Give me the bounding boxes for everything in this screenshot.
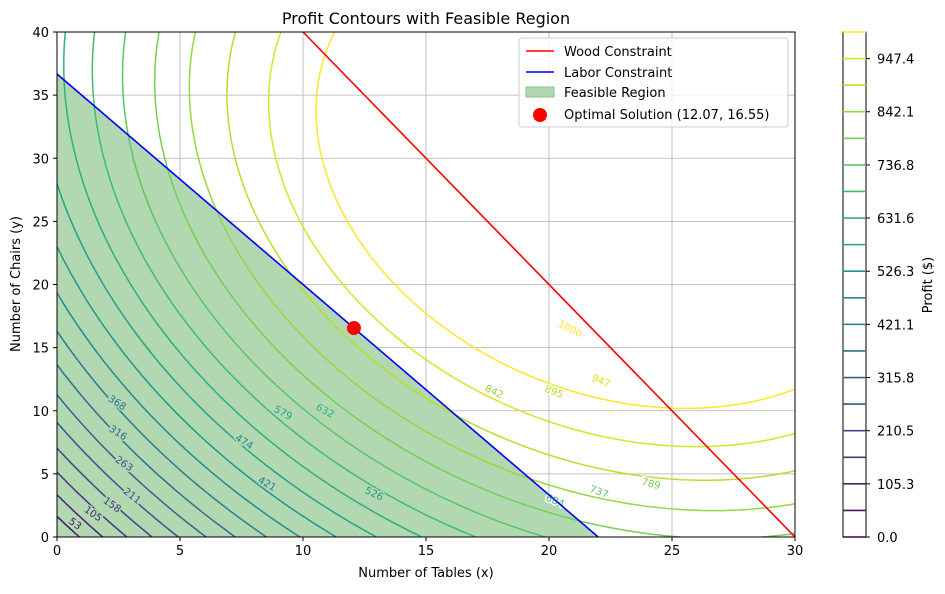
- contour-line: [267, 32, 795, 448]
- contour-line: [57, 471, 128, 537]
- y-tick-label: 15: [32, 342, 49, 357]
- x-axis-ticks: 0 5 10 15 20 25 30: [53, 537, 803, 559]
- y-axis-ticks: 0 5 10 15 20 25 30 35 40: [32, 26, 57, 546]
- colorbar-tick-label: 105.3: [877, 478, 914, 493]
- constraint-line: [302, 32, 795, 537]
- contour-line: [91, 32, 477, 537]
- legend-box: [518, 37, 789, 128]
- y-axis-label: Number of Chairs (y): [9, 216, 24, 352]
- contour-layer: [57, 32, 795, 537]
- contour-label: 947: [590, 373, 612, 390]
- contour-line: [57, 182, 378, 537]
- legend-feasible-label: Feasible Region: [564, 86, 666, 101]
- x-tick-label: 5: [176, 544, 184, 559]
- contour-line: [57, 292, 301, 537]
- colorbar-tick-label: 0.0: [877, 531, 898, 546]
- colorbar-tick-label: 526.3: [877, 265, 914, 280]
- legend-labor-label: Labor Constraint: [564, 66, 672, 81]
- x-tick-label: 30: [787, 544, 804, 559]
- contour-line: [57, 421, 180, 537]
- x-tick-label: 15: [418, 544, 435, 559]
- contour-line: [57, 330, 268, 537]
- y-tick-label: 0: [41, 531, 49, 546]
- contour-label: 1000: [556, 319, 584, 341]
- optimal-layer: [346, 321, 361, 336]
- constraint-lines: [57, 32, 795, 537]
- colorbar-tick-label: 210.5: [877, 425, 914, 440]
- optimal-point: [346, 321, 361, 336]
- x-tick-label: 0: [53, 544, 61, 559]
- colorbar-frame: [842, 31, 867, 538]
- y-tick-label: 40: [32, 26, 49, 41]
- colorbar-tick-label: 315.8: [877, 372, 914, 387]
- x-tick-label: 10: [295, 544, 312, 559]
- legend-feasible-swatch: [525, 86, 555, 98]
- contour-line: [57, 447, 153, 537]
- contour-label: 789: [640, 477, 661, 493]
- legend: Wood Constraint Labor Constraint Feasibl…: [518, 37, 789, 128]
- colorbar-tick-label: 947.4: [877, 53, 914, 68]
- legend-wood-label: Wood Constraint: [564, 45, 672, 60]
- legend-optimal-marker: [533, 108, 547, 122]
- colorbar-tick-label: 631.6: [877, 212, 914, 227]
- x-axis-label: Number of Tables (x): [358, 566, 493, 581]
- y-tick-label: 5: [41, 468, 49, 483]
- x-tick-label: 20: [541, 544, 558, 559]
- contour-line: [121, 32, 546, 537]
- chart-title: Profit Contours with Feasible Region: [282, 9, 570, 28]
- contour-line: [57, 494, 104, 537]
- y-tick-label: 20: [32, 279, 49, 294]
- legend-optimal-label: Optimal Solution (12.07, 16.55): [564, 108, 770, 123]
- contour-label: 895: [543, 384, 565, 401]
- colorbar-tick-label: 421.1: [877, 318, 914, 333]
- y-tick-label: 30: [32, 152, 49, 167]
- x-tick-label: 25: [664, 544, 681, 559]
- colorbar-label: Profit ($): [921, 257, 936, 313]
- contour-line: [57, 245, 338, 537]
- contour-line: [315, 32, 795, 410]
- y-tick-label: 10: [32, 405, 49, 420]
- contour-line: [63, 32, 423, 537]
- contour-line: [188, 32, 795, 512]
- contour-line: [57, 394, 207, 537]
- y-tick-label: 35: [32, 89, 49, 104]
- colorbar: 0.0 105.3 210.5 315.8 421.1 526.3 631.6 736.8 84…: [842, 31, 914, 546]
- contour-line: [57, 363, 237, 537]
- colorbar-tick-label: 736.8: [877, 159, 914, 174]
- constraint-line: [57, 73, 599, 537]
- colorbar-tick-label: 842.1: [877, 106, 914, 121]
- contour-line: [57, 515, 81, 537]
- y-tick-label: 25: [32, 215, 49, 230]
